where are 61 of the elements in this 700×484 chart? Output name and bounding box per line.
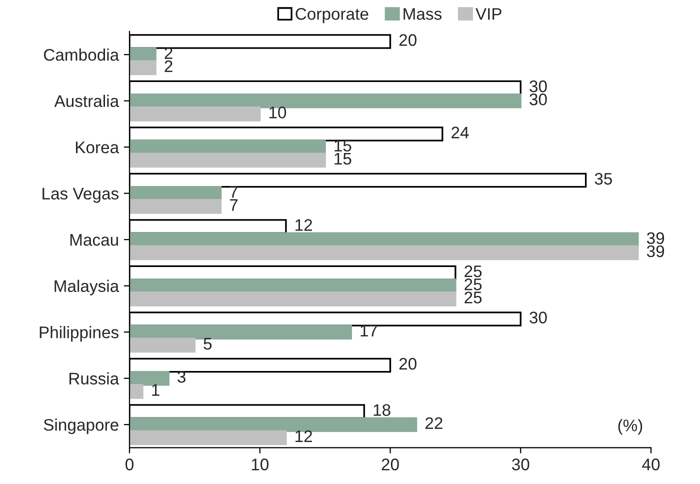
data-label: 22 [425, 417, 442, 429]
x-tick-label: 20 [382, 458, 399, 470]
x-tick-label: 0 [126, 458, 134, 470]
bar [130, 292, 456, 306]
legend-label: VIP [476, 8, 502, 20]
bar [130, 140, 326, 154]
bar [130, 245, 639, 260]
y-tick-label: Philippines [40, 326, 118, 342]
data-label: 24 [452, 126, 469, 138]
annotation: (%) [618, 419, 642, 435]
bar [130, 370, 170, 386]
x-tick-label: 40 [642, 458, 660, 470]
data-label: 7 [230, 199, 238, 211]
data-label: 25 [464, 278, 482, 290]
data-label: 18 [374, 404, 390, 416]
data-label: 25 [464, 292, 482, 304]
data-label: 17 [360, 324, 378, 336]
data-label: 5 [204, 338, 212, 350]
data-label: 12 [296, 219, 312, 231]
data-label: 2 [164, 60, 172, 72]
legend-label: Mass [404, 8, 442, 20]
data-label: 30 [530, 80, 547, 92]
y-tick-label: Las Vegas [42, 188, 118, 203]
bar [130, 106, 261, 122]
data-label: 35 [594, 172, 612, 185]
y-tick-label: Australia [54, 94, 120, 108]
data-label: 30 [530, 312, 547, 324]
bar [130, 199, 222, 214]
data-label: 25 [464, 265, 482, 278]
y-tick-label: Cambodia [44, 48, 120, 61]
y-tick-label: Malaysia [54, 280, 120, 296]
data-label: 10 [269, 106, 286, 118]
bar [130, 338, 196, 353]
x-tick-label: 10 [252, 458, 268, 470]
data-label: 3 [178, 371, 186, 383]
data-label: 39 [646, 232, 664, 244]
data-label: 20 [399, 358, 416, 370]
bar [130, 47, 156, 62]
data-label: 20 [399, 34, 416, 46]
bar [130, 93, 522, 108]
bar [130, 152, 326, 168]
data-label: 15 [334, 153, 352, 165]
y-tick-label: Russia [70, 372, 120, 385]
bar [130, 324, 352, 340]
data-label: 7 [230, 186, 238, 198]
data-label: 2 [164, 47, 172, 59]
data-label: 12 [296, 430, 312, 442]
bar [130, 60, 156, 76]
y-tick-label: Korea [76, 142, 120, 154]
data-label: 39 [646, 245, 664, 258]
data-label: 1 [152, 384, 160, 396]
bar [130, 384, 144, 399]
legend-label: Corporate [296, 8, 368, 24]
bar [130, 232, 639, 247]
data-label: 30 [530, 94, 547, 106]
x-tick-label: 30 [512, 458, 530, 470]
y-tick-label: Singapore [44, 418, 118, 434]
bar [130, 430, 287, 446]
data-label: 15 [334, 140, 352, 152]
bar [130, 417, 418, 432]
y-tick-label: Macau [70, 234, 118, 246]
